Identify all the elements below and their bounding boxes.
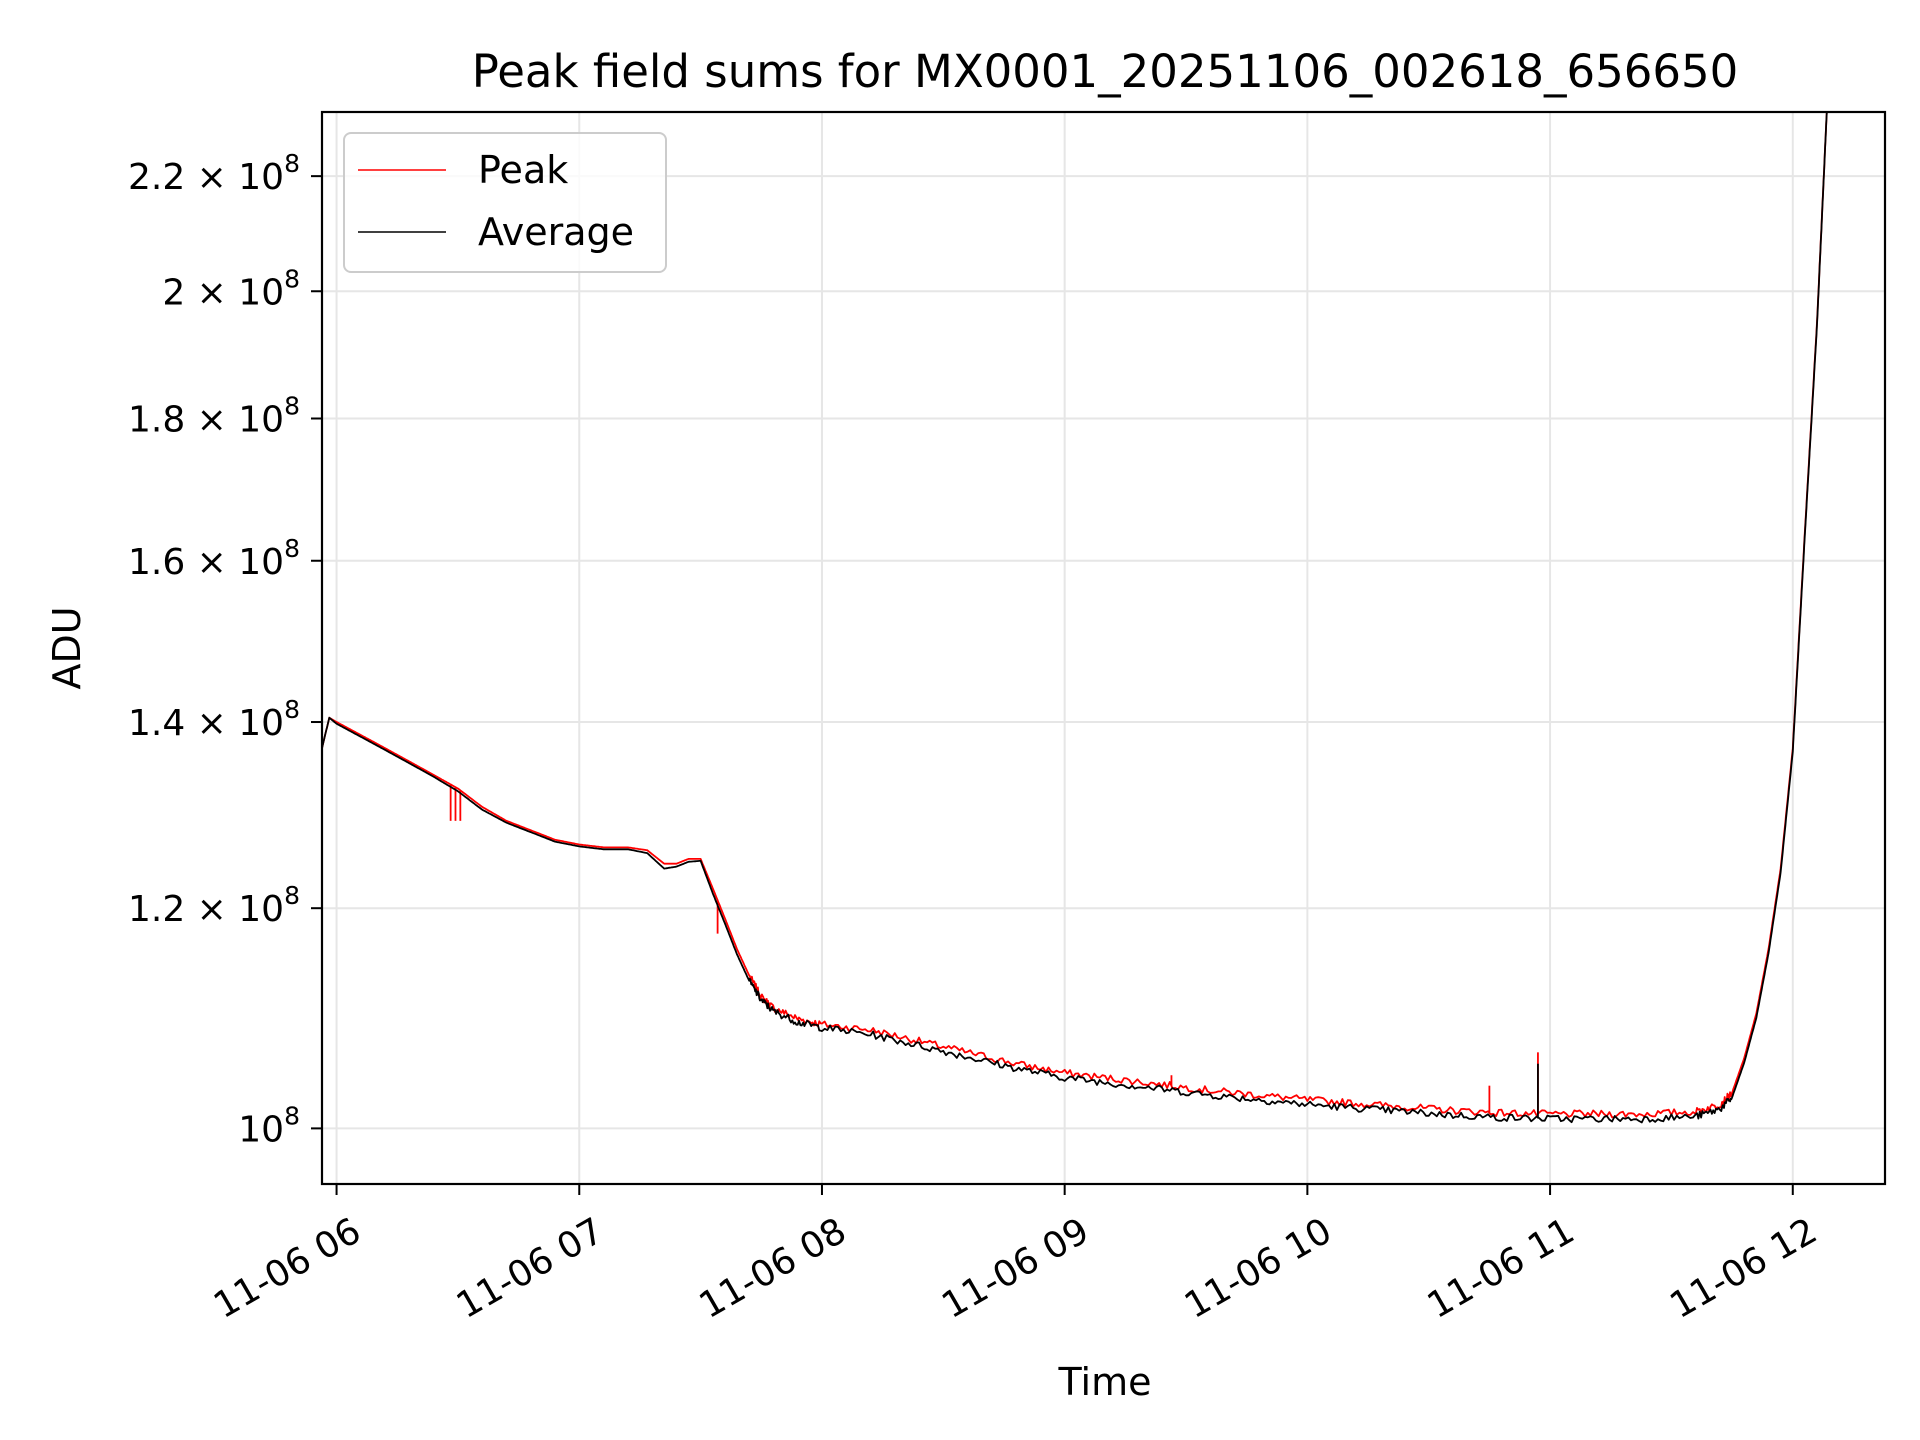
legend-label-average: Average: [478, 210, 634, 254]
legend-box: [343, 132, 667, 273]
chart-title: Peak field sums for MX0001_20251106_0026…: [472, 45, 1739, 98]
y-tick-label: 1.4 × 108: [128, 695, 300, 744]
legend: Peak Average: [343, 132, 667, 273]
y-tick-label: 1.6 × 108: [128, 534, 300, 583]
grid-lines: [322, 112, 1885, 1184]
series-layer: [322, 112, 1828, 1124]
x-axis-label: Time: [1058, 1360, 1152, 1404]
y-tick-label: 1.2 × 108: [128, 881, 300, 930]
series-line-average: [322, 112, 1828, 1124]
y-tick-label: 1.8 × 108: [128, 391, 300, 440]
plot-frame: [320, 110, 1887, 1186]
legend-label-peak: Peak: [478, 148, 568, 192]
y-tick-label: 2 × 108: [162, 264, 300, 313]
y-tick-label: 108: [238, 1101, 300, 1150]
y-tick-label: 2.2 × 108: [128, 149, 300, 198]
y-axis-label: ADU: [45, 606, 89, 689]
